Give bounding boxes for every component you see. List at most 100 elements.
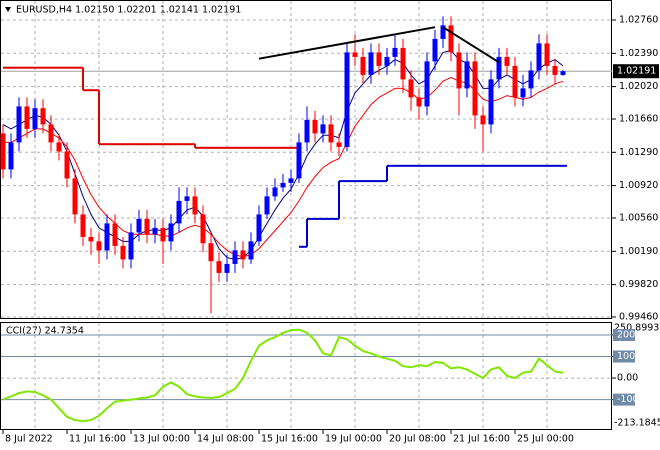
y-tick-label: 1.02390 xyxy=(619,48,658,59)
candle-body xyxy=(288,178,294,183)
candle-body xyxy=(40,108,46,125)
candle-body xyxy=(280,182,286,188)
candle-body xyxy=(48,124,54,143)
main-panel xyxy=(0,0,612,319)
y-tick-label: 1.01660 xyxy=(619,114,658,125)
candle-body xyxy=(16,106,22,143)
level-box xyxy=(613,393,635,406)
x-tick-label: 8 Jul 2022 xyxy=(5,434,53,445)
candle-body xyxy=(200,214,206,244)
candle-body xyxy=(480,115,486,125)
x-tick-label: 14 Jul 08:00 xyxy=(197,434,254,445)
candle-body xyxy=(400,47,406,80)
x-tick-label: 11 Jul 16:00 xyxy=(69,434,126,445)
candle-body xyxy=(352,52,358,57)
candle-body xyxy=(552,65,558,75)
y-tick-label: -100 xyxy=(617,394,639,405)
candle-body xyxy=(528,70,534,89)
candle-body xyxy=(432,38,438,62)
candle-body xyxy=(344,52,350,147)
cci-min-label: -213.1845 xyxy=(614,418,660,429)
candle-body xyxy=(160,227,166,242)
candle-body xyxy=(168,223,174,242)
candle-body xyxy=(72,178,78,215)
candle-body xyxy=(416,97,422,107)
candle-body xyxy=(224,263,230,273)
candle-body xyxy=(176,200,182,224)
y-tick-label: 100 xyxy=(617,351,635,362)
candle-body xyxy=(360,56,366,75)
candle-body xyxy=(240,250,246,260)
candle-body xyxy=(104,223,110,251)
candle-body xyxy=(448,25,454,53)
candle-body xyxy=(144,218,150,235)
x-tick-label: 20 Jul 08:00 xyxy=(389,434,446,445)
candle-body xyxy=(536,43,542,71)
candle-body xyxy=(440,25,446,39)
candle-body xyxy=(152,227,158,235)
x-tick-label: 13 Jul 00:00 xyxy=(133,434,190,445)
trendline xyxy=(258,26,436,60)
candle-body xyxy=(128,232,134,260)
candle-body xyxy=(272,187,278,197)
candle-body xyxy=(376,52,382,66)
candle-body xyxy=(560,71,566,75)
candle-body xyxy=(544,43,550,66)
level-box xyxy=(613,350,635,363)
candle-body xyxy=(296,142,302,179)
candle-body xyxy=(320,124,326,134)
y-tick-label: 1.00560 xyxy=(619,213,658,224)
candle-body xyxy=(304,119,310,143)
candle-body xyxy=(336,142,342,147)
candle-body xyxy=(264,196,270,215)
x-tick-label: 21 Jul 16:00 xyxy=(453,434,510,445)
candle-body xyxy=(232,250,238,264)
candle-body xyxy=(0,133,6,170)
y-tick-label: 0.00 xyxy=(617,373,638,384)
y-tick-label: 1.02020 xyxy=(619,81,658,92)
candle-body xyxy=(424,61,430,107)
cci-max-label: 250.8993 xyxy=(614,323,659,334)
candle-body xyxy=(184,196,190,201)
candle-body xyxy=(136,218,142,233)
y-tick-label: 1.00190 xyxy=(619,246,658,257)
candle-body xyxy=(256,214,262,242)
candle-body xyxy=(80,214,86,237)
candle-body xyxy=(88,236,94,242)
last-price-box xyxy=(613,64,659,79)
y-tick-label: 1.02760 xyxy=(619,15,658,26)
candle-body xyxy=(328,124,334,143)
indicator-line xyxy=(2,50,564,260)
candle-body xyxy=(96,241,102,251)
candle-body xyxy=(368,52,374,75)
candle-body xyxy=(208,243,214,262)
chart-title: EURUSD,H4 1.02150 1.02201 1.02141 1.0219… xyxy=(16,5,241,16)
candle-body xyxy=(216,261,222,273)
cci-title: CCI(27) 24.7354 xyxy=(6,326,84,337)
y-tick-label: 1.00920 xyxy=(619,180,658,191)
candle-body xyxy=(312,119,318,134)
x-tick-label: 15 Jul 16:00 xyxy=(261,434,318,445)
candle-body xyxy=(392,47,398,57)
candle-body xyxy=(24,106,30,129)
candle-body xyxy=(504,56,510,66)
menu-arrow xyxy=(5,7,11,12)
grid xyxy=(1,1,612,429)
last-price-label: 1.02191 xyxy=(617,66,656,77)
level-box xyxy=(613,328,635,341)
trendline xyxy=(442,26,500,64)
y-tick-label: 200 xyxy=(617,329,635,340)
candle-body xyxy=(8,142,14,170)
indicator-line xyxy=(3,77,564,258)
x-tick-label: 25 Jul 00:00 xyxy=(517,434,574,445)
candle-body xyxy=(488,79,494,125)
candle-body xyxy=(472,61,478,116)
candle-body xyxy=(456,52,462,89)
candle-body xyxy=(520,88,526,98)
candle-body xyxy=(64,151,70,179)
x-tick-label: 19 Jul 00:00 xyxy=(325,434,382,445)
candle-body xyxy=(32,108,38,129)
y-tick-label: 0.99820 xyxy=(619,279,658,290)
y-tick-label: 1.01290 xyxy=(619,147,658,158)
